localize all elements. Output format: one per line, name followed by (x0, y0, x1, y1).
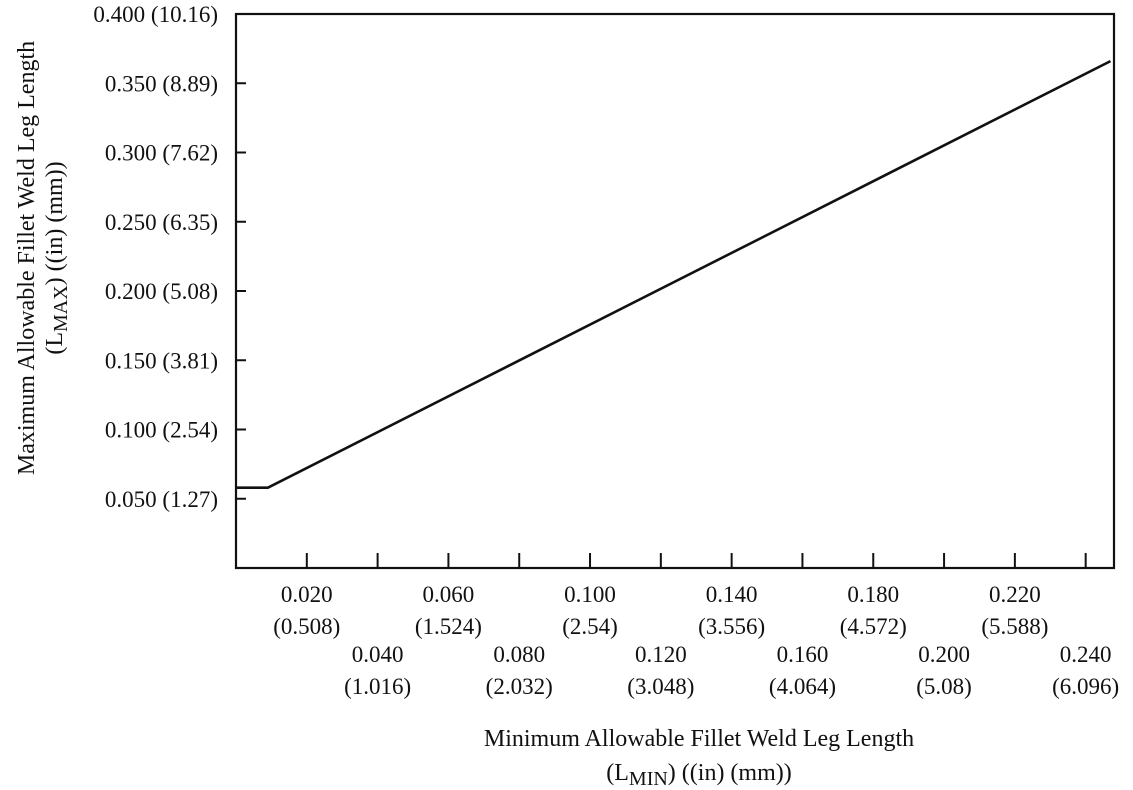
x-tick-label-mm: (3.048) (627, 674, 694, 699)
x-axis-title: Minimum Allowable Fillet Weld Leg Length (484, 726, 914, 752)
x-tick-label-in: 0.180 (847, 582, 899, 607)
x-tick-label-mm: (2.032) (486, 674, 553, 699)
x-tick-label-mm: (0.508) (273, 614, 340, 639)
x-tick-label-mm: (6.096) (1052, 674, 1119, 699)
y-tick-label: 0.250 (6.35) (105, 210, 218, 235)
x-tick-label-mm: (1.524) (415, 614, 482, 639)
y-axis-title: Maximum Allowable Fillet Weld Leg Length (14, 41, 40, 475)
y-tick-label: 0.150 (3.81) (105, 348, 218, 373)
x-tick-label-in: 0.080 (493, 642, 545, 667)
x-tick-label-in: 0.040 (352, 642, 404, 667)
x-tick-label-mm: (5.08) (916, 674, 972, 699)
x-tick-label-in: 0.220 (989, 582, 1041, 607)
y-axis-title-units: (LMAX) ((in) (mm)) (42, 161, 72, 354)
y-tick-label: 0.200 (5.08) (105, 279, 218, 304)
x-tick-label-mm: (2.54) (562, 614, 618, 639)
x-tick-label-mm: (1.016) (344, 674, 411, 699)
x-tick-label-mm: (5.588) (981, 614, 1048, 639)
x-tick-label-in: 0.200 (918, 642, 970, 667)
x-tick-label-mm: (4.064) (769, 674, 836, 699)
x-axis-title-units: (LMIN) ((in) (mm)) (606, 760, 792, 790)
y-axis-ticks: 0.050 (1.27) 0.100 (2.54) 0.150 (3.81) 0.20… (93, 2, 246, 512)
x-tick-label-mm: (3.556) (698, 614, 765, 639)
x-tick-label-in: 0.160 (777, 642, 829, 667)
y-tick-label: 0.050 (1.27) (105, 487, 218, 512)
x-tick-label-in: 0.100 (564, 582, 616, 607)
y-tick-label: 0.400 (10.16) (93, 2, 218, 27)
y-tick-label: 0.100 (2.54) (105, 418, 218, 443)
x-tick-label-in: 0.120 (635, 642, 687, 667)
x-tick-label-in: 0.020 (281, 582, 333, 607)
x-axis-ticks: 0.020 (0.508) 0.040 (1.016) 0.060 (1.524) 0.08… (273, 553, 1119, 699)
y-tick-label: 0.350 (8.89) (105, 71, 218, 96)
x-tick-label-in: 0.240 (1060, 642, 1112, 667)
series-layer (236, 59, 1112, 490)
y-tick-label: 0.300 (7.62) (105, 141, 218, 166)
series-line (236, 59, 1112, 490)
plot-area-frame (234, 12, 1116, 570)
x-tick-label-mm: (4.572) (840, 614, 907, 639)
x-tick-label-in: 0.060 (423, 582, 475, 607)
x-tick-label-in: 0.140 (706, 582, 758, 607)
